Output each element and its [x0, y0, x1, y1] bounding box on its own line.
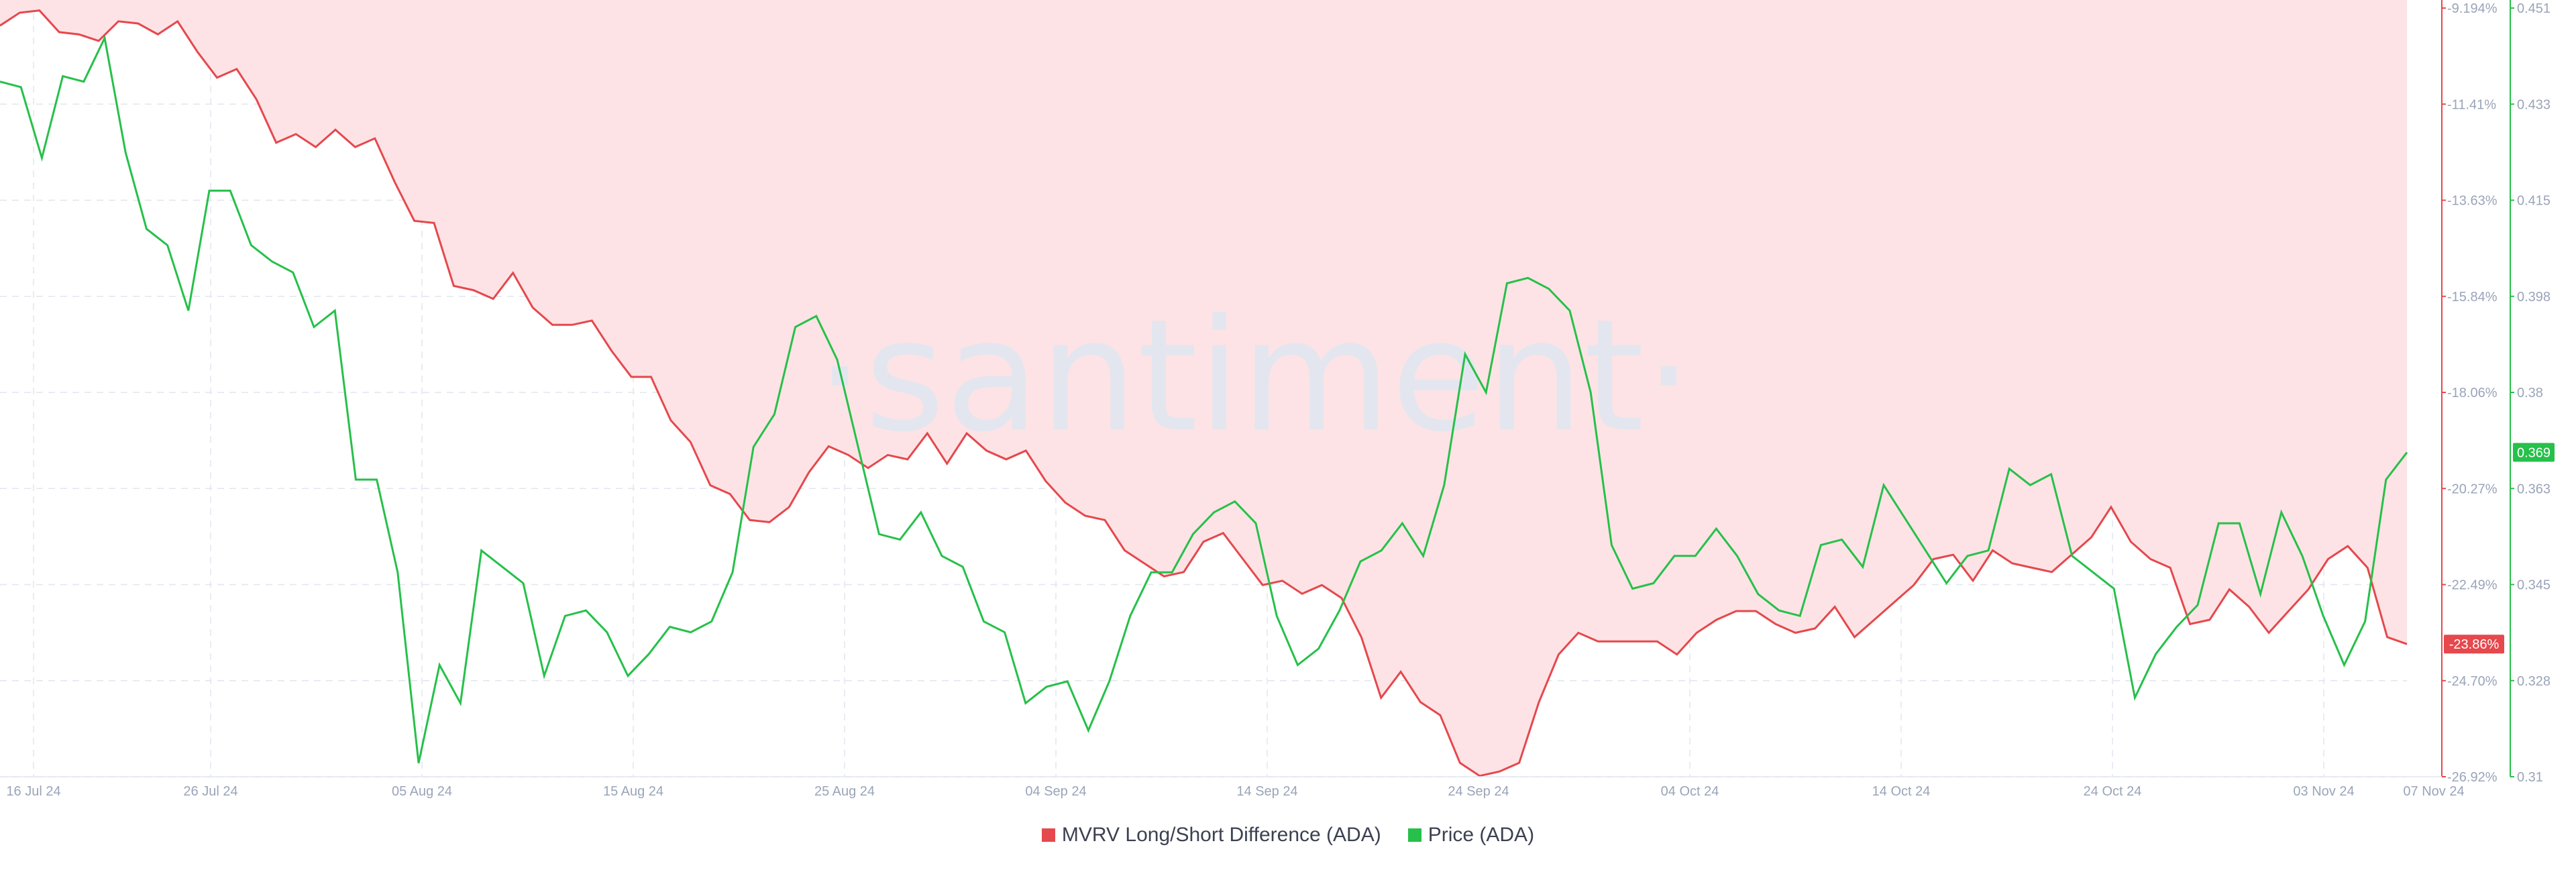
mvrv-area-fill: [0, 0, 2407, 776]
mvrv-tick-label: -18.06%: [2447, 386, 2498, 400]
mvrv-tick-label: -13.63%: [2447, 194, 2498, 209]
date-tick-label: 24 Sep 24: [1448, 784, 1509, 799]
price-last-value-text: 0.369: [2517, 445, 2551, 460]
mvrv-series-line: [0, 9, 2408, 777]
date-axis-ticks: 16 Jul 24 26 Jul 24 05 Aug 24 15 Aug 24 25 A…: [6, 784, 2464, 799]
price-last-value-badge: 0.369: [2513, 443, 2555, 462]
mvrv-tick-label: -22.49%: [2447, 578, 2498, 593]
legend-price-label: Price (ADA): [1428, 824, 1535, 846]
date-tick-label: 05 Aug 24: [392, 784, 452, 799]
date-tick-label: 04 Sep 24: [1025, 784, 1086, 799]
date-tick-label: 24 Oct 24: [2084, 784, 2142, 799]
price-tick-label: 0.451: [2517, 1, 2551, 16]
date-tick-label: 14 Oct 24: [1872, 784, 1931, 799]
mvrv-swatch: [1041, 828, 1055, 842]
mvrv-tick-label: -24.70%: [2447, 674, 2498, 689]
price-swatch: [1407, 828, 1421, 842]
price-axis-ticks: 0.451 0.433 0.415 0.398 0.38 0.363 0.345 0.328 0…: [2510, 1, 2551, 785]
date-tick-label: 26 Jul 24: [183, 784, 237, 799]
legend: MVRV Long/Short Difference (ADA) Price (…: [0, 824, 2576, 847]
price-tick-label: 0.398: [2517, 290, 2551, 305]
mvrv-tick-label: -9.194%: [2447, 1, 2498, 16]
mvrv-last-value-badge: -23.86%: [2444, 635, 2504, 654]
date-tick-label: 04 Oct 24: [1661, 784, 1719, 799]
price-tick-label: 0.363: [2517, 482, 2551, 496]
date-tick-label: 15 Aug 24: [603, 784, 663, 799]
axes: [0, 0, 2511, 777]
price-tick-label: 0.345: [2517, 578, 2551, 593]
price-tick-label: 0.415: [2517, 194, 2551, 209]
mvrv-tick-label: -20.27%: [2447, 482, 2498, 496]
price-tick-label: 0.328: [2517, 674, 2551, 689]
price-series-line: [0, 34, 2408, 764]
mvrv-tick-label: -11.41%: [2447, 97, 2496, 112]
mvrv-axis-ticks: -9.194% -11.41% -13.63% -15.84% -18.06% -20.2…: [2442, 1, 2498, 785]
legend-mvrv-label: MVRV Long/Short Difference (ADA): [1061, 824, 1381, 846]
santiment-watermark: ·santiment·: [816, 287, 1693, 466]
legend-item-mvrv[interactable]: MVRV Long/Short Difference (ADA): [1041, 824, 1381, 847]
date-tick-label: 03 Nov 24: [2293, 784, 2354, 799]
date-tick-label: 25 Aug 24: [814, 784, 875, 799]
price-tick-label: 0.38: [2517, 386, 2543, 400]
date-tick-label: 07 Nov 24: [2403, 784, 2464, 799]
mvrv-tick-label: -15.84%: [2447, 290, 2498, 305]
price-tick-label: 0.433: [2517, 97, 2551, 112]
date-tick-label: 16 Jul 24: [6, 784, 60, 799]
date-tick-label: 14 Sep 24: [1236, 784, 1297, 799]
price-tick-label: 0.31: [2517, 770, 2543, 785]
mvrv-last-value-text: -23.86%: [2449, 637, 2500, 652]
mvrv-tick-label: -26.92%: [2447, 770, 2498, 785]
legend-item-price[interactable]: Price (ADA): [1407, 824, 1535, 847]
